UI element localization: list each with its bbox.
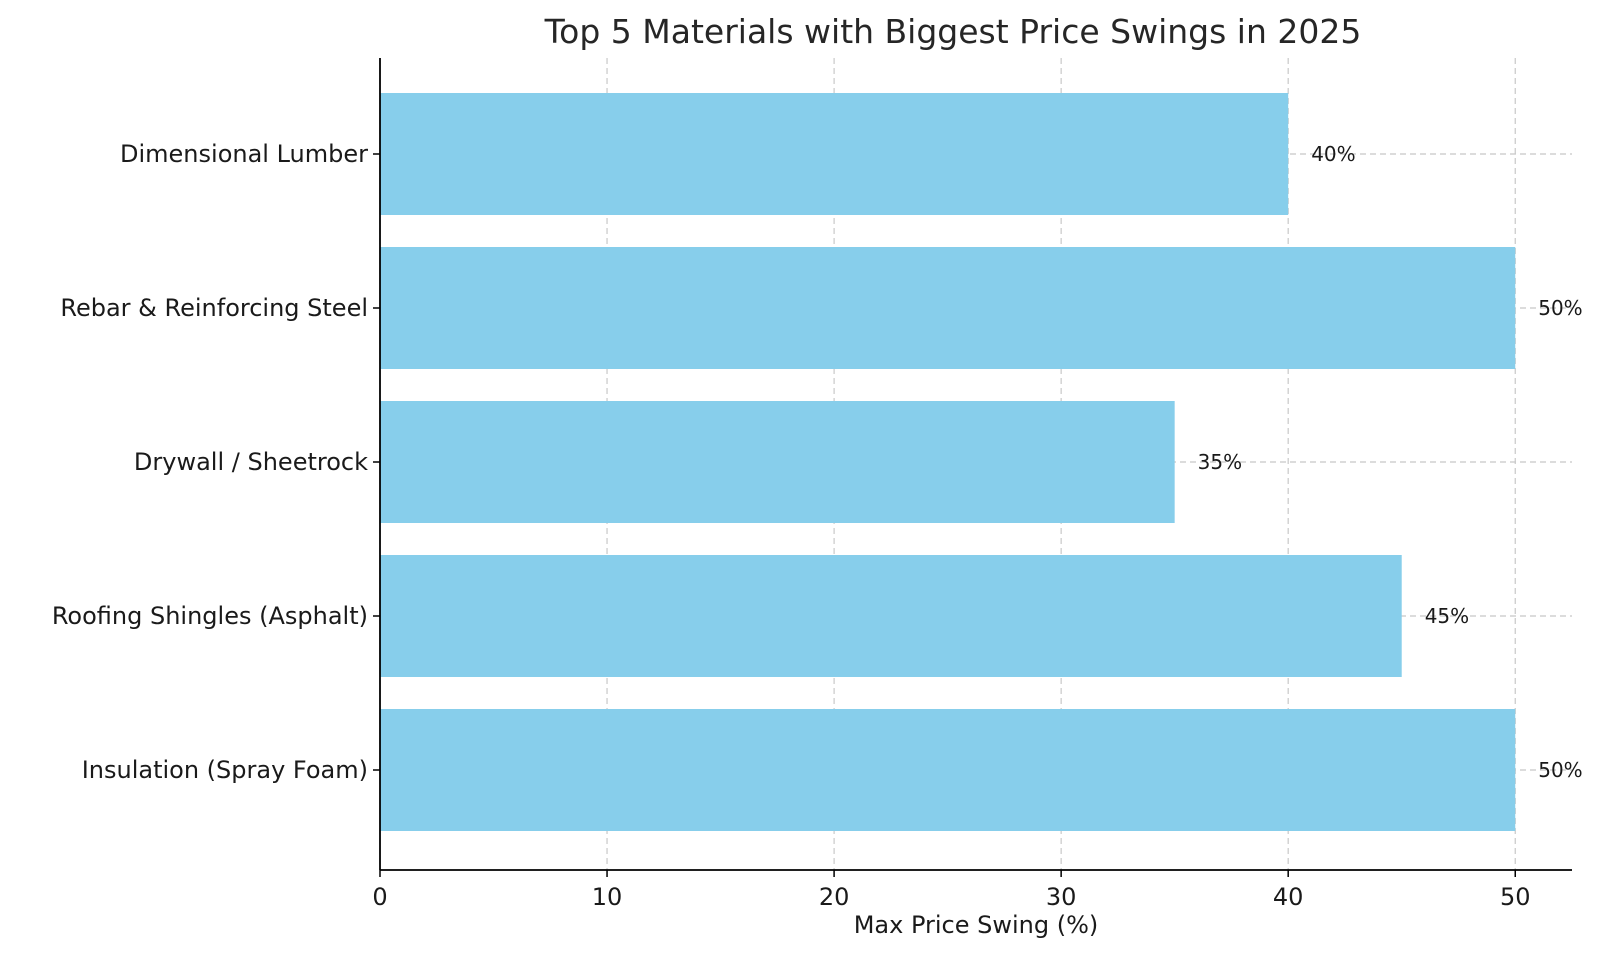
bar-layer bbox=[380, 93, 1516, 831]
bar bbox=[380, 401, 1175, 523]
value-label: 45% bbox=[1425, 604, 1469, 628]
x-tick-label: 10 bbox=[592, 883, 623, 911]
value-label: 35% bbox=[1198, 450, 1242, 474]
value-label: 50% bbox=[1538, 296, 1582, 320]
x-tick-label: 0 bbox=[372, 883, 387, 911]
category-label: Rebar & Reinforcing Steel bbox=[60, 294, 368, 322]
x-axis-title: Max Price Swing (%) bbox=[854, 911, 1099, 939]
category-label: Drywall / Sheetrock bbox=[134, 448, 368, 476]
label-layer: 0 10 20 30 40 50 Dimensional Lumber 40% Rebar & … bbox=[52, 140, 1583, 911]
chart-title: Top 5 Materials with Biggest Price Swing… bbox=[544, 12, 1362, 51]
category-label: Dimensional Lumber bbox=[120, 140, 368, 168]
category-label: Roofing Shingles (Asphalt) bbox=[52, 602, 368, 630]
x-tick-label: 40 bbox=[1273, 883, 1304, 911]
value-label: 50% bbox=[1538, 758, 1582, 782]
value-label: 40% bbox=[1311, 142, 1355, 166]
bar bbox=[380, 247, 1516, 369]
axis-layer bbox=[373, 58, 1572, 877]
bar bbox=[380, 709, 1516, 831]
bar bbox=[380, 555, 1402, 677]
x-tick-label: 20 bbox=[819, 883, 850, 911]
x-tick-label: 50 bbox=[1500, 883, 1531, 911]
x-tick-label: 30 bbox=[1046, 883, 1077, 911]
bar bbox=[380, 93, 1289, 215]
category-label: Insulation (Spray Foam) bbox=[82, 756, 368, 784]
